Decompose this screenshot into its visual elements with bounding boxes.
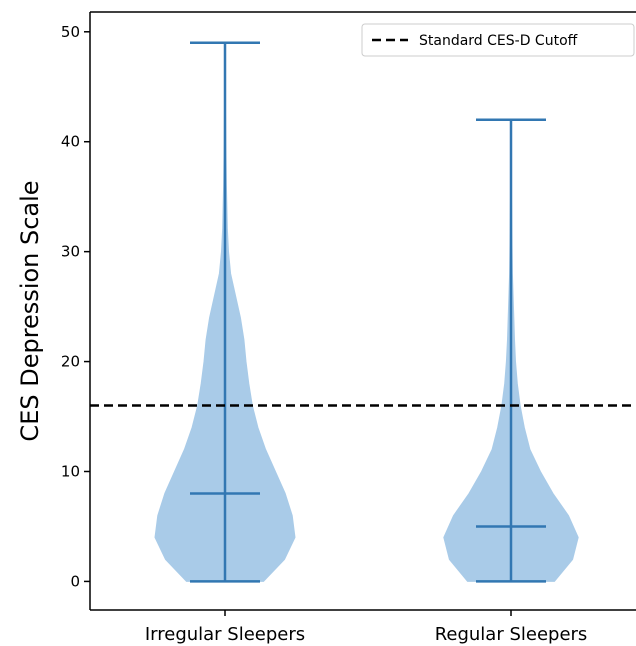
y-axis-label: CES Depression Scale [16, 180, 44, 441]
x-category-label-1: Regular Sleepers [435, 624, 588, 645]
legend: Standard CES-D Cutoff [361, 23, 635, 57]
y-tick-label-40: 40 [61, 133, 80, 151]
y-tick-label-20: 20 [61, 353, 80, 371]
y-tick-label-30: 30 [61, 243, 80, 261]
y-tick-label-50: 50 [61, 23, 80, 41]
legend-box [361, 23, 635, 57]
y-tick-label-0: 0 [70, 572, 80, 590]
violins-layer [154, 42, 579, 582]
stats-layer [190, 41, 546, 583]
axes-layer: 0 10 20 30 40 50 Irregular Sleepers Regular Sle… [16, 11, 636, 645]
y-tick-label-10: 10 [61, 462, 80, 480]
x-category-label-0: Irregular Sleepers [145, 624, 305, 645]
legend-entry-label: Standard CES-D Cutoff [419, 33, 578, 49]
